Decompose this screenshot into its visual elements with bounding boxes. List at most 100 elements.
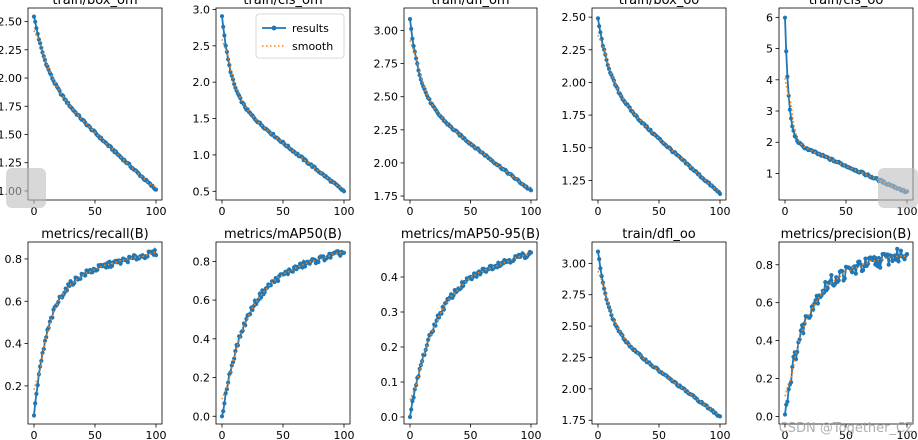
y-tick-label: 0.8 [5, 253, 23, 266]
smooth-line [33, 251, 157, 391]
results-point [815, 301, 821, 306]
chart-panel: metrics/recall(B) 0.2 0.4 0.6 0.8 0 50 100 [5, 227, 167, 440]
x-tick-label: 100 [521, 205, 542, 218]
results-point [224, 49, 229, 55]
results-point [528, 188, 534, 193]
results-point [599, 274, 604, 279]
x-tick-label: 50 [88, 429, 102, 440]
results-point [853, 271, 858, 276]
results-point [439, 311, 444, 316]
x-tick-label: 0 [407, 205, 414, 218]
results-point [42, 338, 48, 343]
results-point [338, 253, 343, 258]
results-point [892, 253, 897, 258]
results-point [40, 50, 45, 55]
legend-results-marker [271, 25, 277, 31]
chart-panel: train/cls_om 0.5 1.0 1.5 2.0 2.5 3.0 0 50 100 resu… [193, 0, 355, 218]
chart-title: metrics/precision(B) [781, 227, 912, 242]
y-tick-label: 1.75 [374, 190, 399, 203]
results-point [898, 248, 904, 253]
results-point [125, 260, 130, 265]
y-tick-label: 2.00 [562, 76, 587, 89]
results-point [240, 328, 245, 333]
y-tick-label: 1 [766, 167, 773, 180]
y-tick-label: 2.75 [374, 58, 399, 71]
results-point [840, 269, 845, 274]
nav-prev-button[interactable] [6, 168, 46, 208]
y-tick-label: 5 [766, 43, 773, 56]
y-tick-label: 2.50 [562, 11, 587, 24]
results-line [597, 251, 721, 418]
results-point [110, 263, 115, 268]
x-tick-label: 50 [464, 205, 478, 218]
y-tick-label: 0.6 [5, 295, 23, 308]
results-point [782, 412, 788, 417]
results-point [598, 266, 603, 271]
y-tick-label: 2.25 [562, 44, 587, 57]
y-tick-label: 1.25 [562, 174, 587, 187]
results-point [153, 187, 159, 192]
y-tick-label: 2.0 [193, 76, 211, 89]
results-point [39, 358, 44, 364]
legend-smooth-label: smooth [292, 40, 333, 53]
results-point [787, 107, 793, 112]
x-tick-label: 50 [276, 205, 290, 218]
results-point [836, 278, 841, 283]
results-point [451, 293, 456, 298]
results-point [341, 189, 347, 194]
chart-panel: train/box_oo 1.25 1.50 1.75 2.00 2.25 2.50 0 50 1… [562, 0, 731, 218]
results-point [410, 399, 415, 404]
results-point [842, 276, 847, 281]
x-tick-label: 0 [782, 205, 789, 218]
y-tick-label: 1.75 [562, 414, 587, 427]
y-tick-label: 0.2 [381, 341, 399, 354]
results-point [597, 24, 602, 29]
x-tick-label: 0 [407, 429, 414, 440]
results-point [316, 259, 321, 265]
results-point [219, 14, 225, 19]
results-point [230, 360, 236, 365]
results-point [798, 328, 804, 333]
smooth-line [597, 270, 721, 416]
x-tick-label: 50 [839, 429, 853, 440]
legend-results-label: results [292, 22, 329, 35]
y-tick-label: 0.6 [193, 294, 211, 307]
y-tick-label: 0.0 [381, 411, 399, 424]
y-tick-label: 0.6 [756, 297, 774, 310]
y-tick-label: 0.4 [381, 271, 399, 284]
results-point [785, 399, 790, 404]
x-tick-label: 0 [31, 429, 38, 440]
chart-panel: train/box_om1.001.251.501.752.002.252.50… [0, 0, 167, 218]
y-tick-label: 0.3 [381, 306, 399, 319]
y-tick-label: 2.75 [562, 289, 587, 302]
smooth-line [597, 34, 721, 192]
results-point [790, 124, 795, 129]
results-point [895, 246, 900, 251]
y-tick-label: 1.25 [0, 157, 22, 170]
chart-title: metrics/mAP50(B) [224, 227, 342, 242]
results-point [411, 43, 416, 49]
results-point [441, 307, 446, 312]
y-tick-label: 0.2 [193, 372, 211, 385]
y-tick-label: 0.0 [193, 410, 211, 423]
results-point [784, 49, 789, 54]
x-tick-label: 100 [710, 205, 731, 218]
axes-frame [403, 241, 538, 425]
y-tick-label: 3.00 [562, 257, 587, 270]
results-point [35, 383, 40, 388]
results-point [221, 24, 226, 29]
results-point [44, 335, 49, 340]
results-point [595, 16, 601, 21]
results-point [33, 19, 38, 24]
results-point [407, 17, 413, 22]
results-point [230, 77, 236, 82]
nav-next-button[interactable] [878, 168, 918, 208]
x-tick-label: 0 [31, 205, 38, 218]
x-tick-label: 0 [782, 429, 789, 440]
y-tick-label: 2 [766, 136, 773, 149]
results-point [409, 26, 414, 31]
y-tick-label: 2.00 [374, 157, 399, 170]
results-point [72, 280, 77, 285]
results-point [604, 57, 609, 62]
